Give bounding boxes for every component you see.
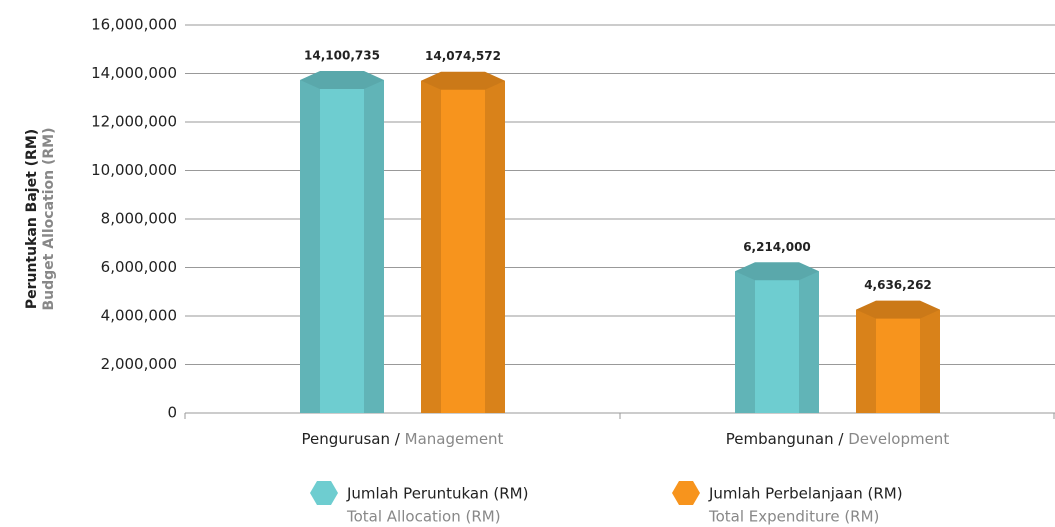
- bar-right: [485, 80, 505, 414]
- y-tick-label: 6,000,000: [101, 258, 177, 276]
- y-tick-label: 10,000,000: [91, 161, 177, 179]
- bar-front: [755, 271, 799, 413]
- bar: [300, 71, 384, 413]
- bar-left: [300, 80, 320, 413]
- bar-top: [856, 300, 940, 319]
- bar: [856, 300, 940, 413]
- bar-left: [735, 271, 755, 413]
- y-tick-label: 14,000,000: [91, 64, 177, 82]
- bar-right: [364, 80, 384, 413]
- legend-label: Jumlah Peruntukan (RM): [346, 485, 528, 503]
- y-tick-label: 2,000,000: [101, 355, 177, 373]
- legend-swatch: [672, 481, 700, 505]
- y-label-ms: Peruntukan Bajet (RM): [24, 129, 40, 309]
- y-axis-label: Peruntukan Bajet (RM) Budget Allocation …: [24, 128, 57, 311]
- y-tick-label: 4,000,000: [101, 307, 177, 325]
- bar-top: [421, 71, 505, 90]
- legend-label-en: Total Expenditure (RM): [708, 508, 879, 526]
- value-label: 4,636,262: [864, 278, 932, 292]
- bar-top: [300, 71, 384, 90]
- legend-swatch: [310, 481, 338, 505]
- bar: [735, 262, 819, 413]
- bar-right: [799, 271, 819, 413]
- x-tick-label: Pembangunan / Development: [726, 430, 950, 448]
- y-tick-label: 12,000,000: [91, 113, 177, 131]
- value-label: 14,074,572: [425, 49, 501, 63]
- bar-front: [320, 80, 364, 413]
- category-en: Management: [405, 430, 504, 448]
- bar-front: [876, 309, 920, 413]
- bar-left: [421, 80, 441, 414]
- legend-label: Jumlah Perbelanjaan (RM): [708, 485, 903, 503]
- y-tick-label: 8,000,000: [101, 210, 177, 228]
- bar-top: [735, 262, 819, 281]
- value-label: 14,100,735: [304, 49, 380, 63]
- category-en: Development: [848, 430, 949, 448]
- category-ms: Pengurusan /: [302, 430, 401, 448]
- y-tick-label: 0: [167, 404, 177, 422]
- bar-left: [856, 309, 876, 413]
- bar: [421, 71, 505, 414]
- y-tick-label: 16,000,000: [91, 16, 177, 34]
- legend-label-en: Total Allocation (RM): [346, 508, 501, 526]
- bar-front: [441, 80, 485, 414]
- y-label-en: Budget Allocation (RM): [41, 128, 57, 311]
- category-ms: Pembangunan /: [726, 430, 845, 448]
- value-label: 6,214,000: [743, 240, 811, 254]
- x-tick-label: Pengurusan / Management: [302, 430, 504, 448]
- bar-right: [920, 309, 940, 413]
